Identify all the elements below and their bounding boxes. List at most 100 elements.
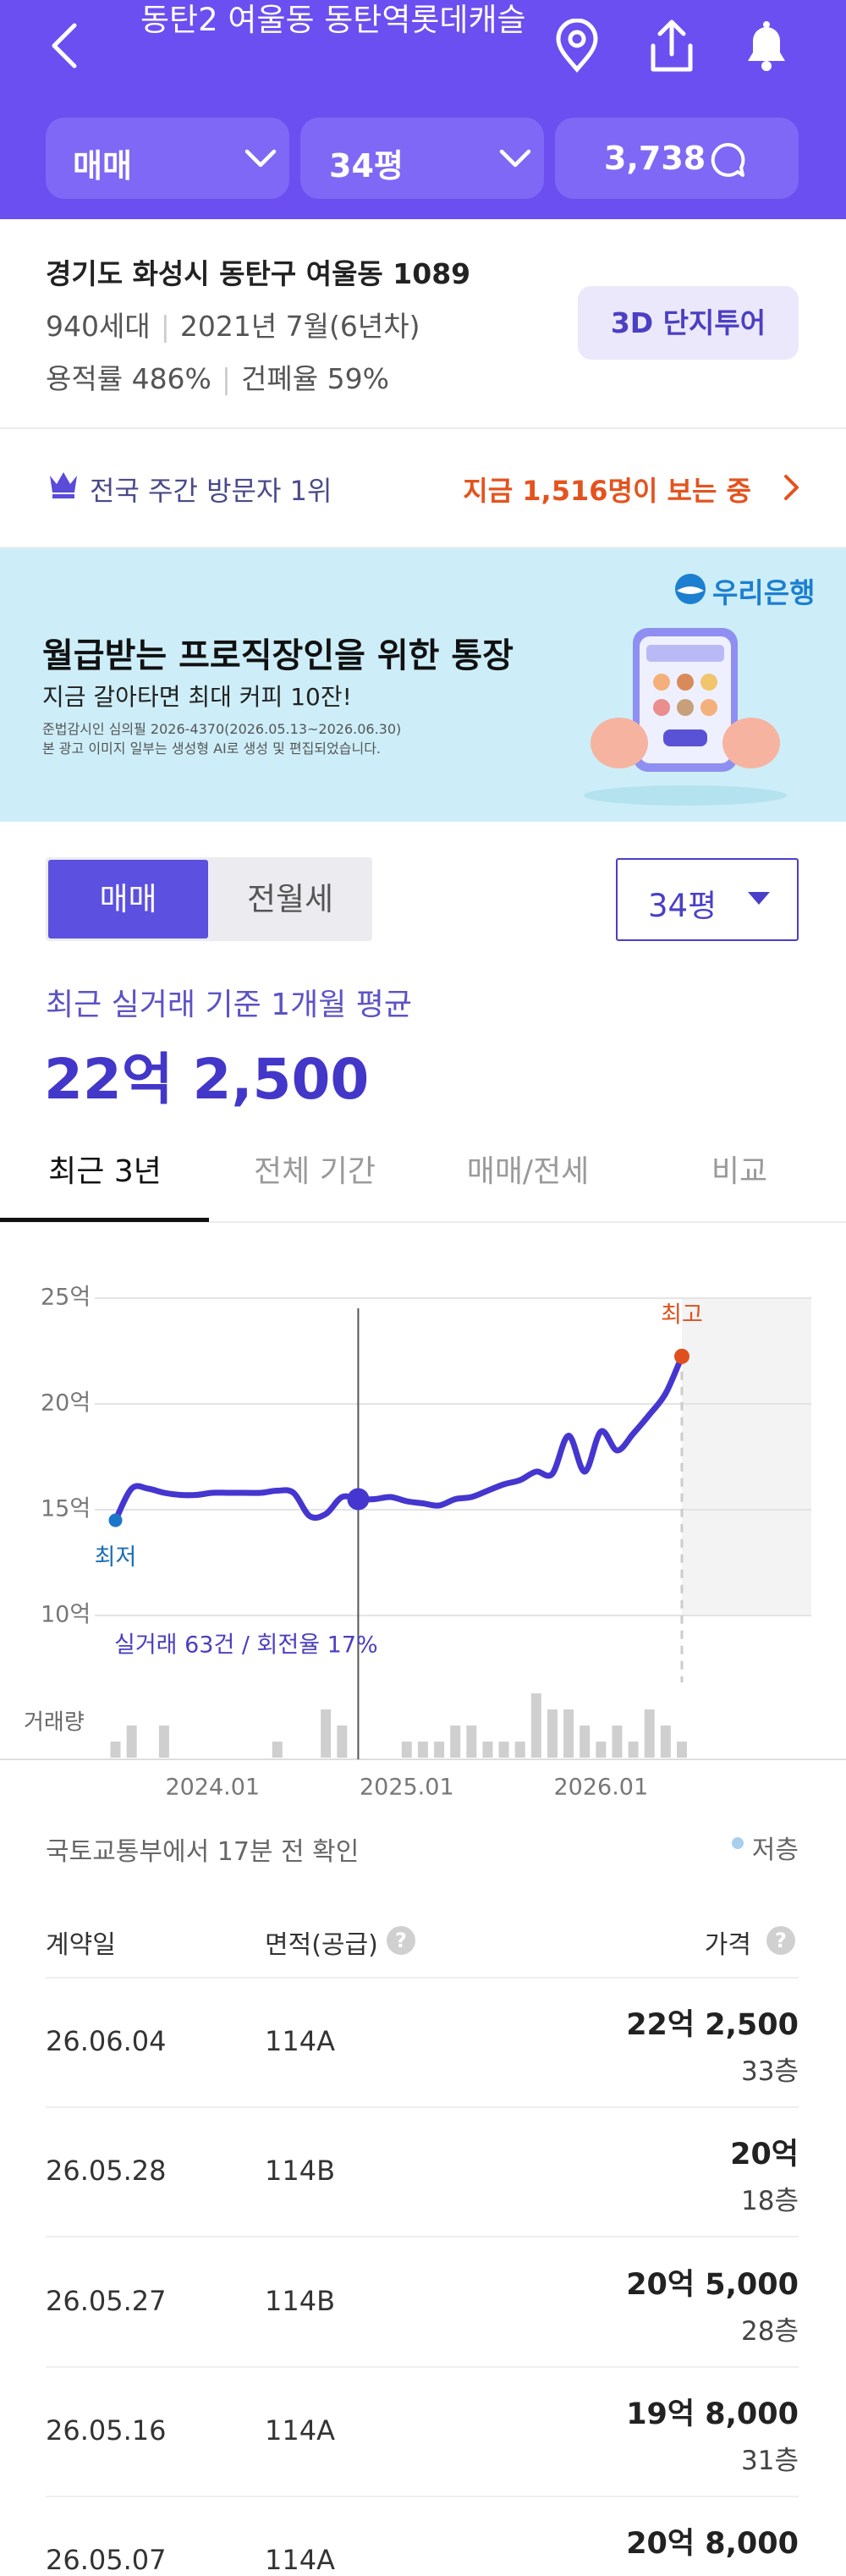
ad-banner[interactable]: 우리은행 월급받는 프로직장인을 위한 통장 지금 갈아타면 최대 커피 10잔… xyxy=(0,548,846,822)
y-tick-label: 10억 xyxy=(41,1602,91,1628)
tab[interactable]: 비교 xyxy=(711,1154,768,1189)
row-divider xyxy=(46,2366,799,2368)
price: 22억 2,500 xyxy=(626,2008,799,2042)
volume-bar xyxy=(126,1726,137,1758)
size-select[interactable]: 34평 xyxy=(616,858,799,941)
volume-bar xyxy=(530,1693,541,1758)
3d-tour-button[interactable]: 3D 단지투어 xyxy=(578,286,799,360)
filter-label: 34평 xyxy=(329,147,404,184)
area: 114A xyxy=(265,2414,335,2447)
volume-bar xyxy=(676,1742,687,1758)
area: 114B xyxy=(265,2285,336,2317)
tabs-divider xyxy=(0,1221,846,1223)
notification-icon[interactable] xyxy=(739,17,794,74)
chevron xyxy=(244,149,277,168)
y-tick-label: 20억 xyxy=(41,1390,91,1417)
location-icon[interactable] xyxy=(552,19,602,74)
column-header: 가격 xyxy=(704,1930,751,1960)
volume-bar xyxy=(644,1709,655,1758)
ad-title: 월급받는 프로직장인을 위한 통장 xyxy=(42,636,514,675)
data-source: 국토교통부에서 17분 전 확인 xyxy=(46,1837,360,1867)
price: 19억 8,000 xyxy=(626,2397,799,2431)
bank-logo xyxy=(675,574,706,604)
volume-bar xyxy=(482,1742,493,1758)
volume-bar xyxy=(158,1726,169,1758)
tab[interactable]: 전체 기간 xyxy=(254,1154,376,1189)
x-tick-label: 2025.01 xyxy=(360,1775,454,1801)
share-icon[interactable] xyxy=(645,17,699,74)
volume-bar xyxy=(660,1726,671,1758)
floor-area-ratio: 용적률 486% xyxy=(46,362,212,395)
legend-low-floor: 저층 xyxy=(751,1836,799,1865)
y-tick-label: 15억 xyxy=(41,1496,91,1522)
volume-bar xyxy=(272,1742,283,1758)
built-year: 2021년 7월(6년차) xyxy=(179,310,420,343)
complex-meta: 940세대 | 2021년 7월(6년차) xyxy=(46,310,420,343)
volume-bar xyxy=(628,1742,639,1758)
trade-type-filter[interactable]: 매매 xyxy=(46,118,289,199)
column-header: 계약일 xyxy=(46,1930,116,1960)
contract-date: 26.05.28 xyxy=(46,2155,167,2187)
toggle-option[interactable]: 전월세 xyxy=(246,881,334,917)
contract-date: 26.05.07 xyxy=(46,2544,167,2576)
max-point xyxy=(673,1348,689,1364)
volume-bar xyxy=(321,1709,332,1758)
help-icon[interactable]: ? xyxy=(385,1924,417,1957)
floor: 31층 xyxy=(741,2446,799,2476)
comment-count: 3,738 xyxy=(604,140,706,177)
divider xyxy=(0,547,846,548)
tab-indicator xyxy=(0,1218,209,1222)
highlight-point xyxy=(347,1488,370,1511)
volume-bar xyxy=(434,1742,445,1758)
row-divider xyxy=(46,2496,799,2497)
crown-icon xyxy=(50,472,77,498)
comments-button[interactable]: 3,738 xyxy=(555,118,799,199)
area: 114A xyxy=(265,2025,335,2057)
contract-date: 26.05.16 xyxy=(46,2414,167,2447)
tab-active[interactable]: 최근 3년 xyxy=(48,1154,162,1189)
column-header: 면적(공급) xyxy=(265,1930,378,1960)
row-divider xyxy=(46,2236,799,2237)
volume-bar xyxy=(612,1726,623,1758)
comment-icon xyxy=(711,142,745,177)
floor: 28층 xyxy=(741,2316,799,2347)
contract-date: 26.05.27 xyxy=(46,2285,167,2317)
volume-bar xyxy=(563,1709,574,1758)
volume-bar xyxy=(466,1726,477,1758)
tab[interactable]: 매매/전세 xyxy=(466,1154,590,1189)
price: 20억 5,000 xyxy=(626,2268,799,2302)
chevron xyxy=(499,149,531,168)
volume-bar xyxy=(110,1742,121,1758)
volume-bar xyxy=(337,1726,348,1758)
households: 940세대 xyxy=(46,310,151,343)
min-point xyxy=(108,1513,123,1527)
header: 동탄2 여울동 동탄역롯데캐슬 매매 34평 3,738 xyxy=(0,0,846,219)
max-label: 최고 xyxy=(661,1302,703,1328)
price-chart: 10억 15억 20억 25억 2024.01 2025.01 2026.01 거래량 최저 최고… xyxy=(0,1285,846,1801)
toggle-option-active[interactable]: 매매 xyxy=(48,860,208,938)
ad-note: 본 광고 이미지 일부는 생성형 AI로 생성 및 편집되었습니다. xyxy=(42,740,381,757)
bank-name: 우리은행 xyxy=(712,576,816,609)
price: 20억 xyxy=(730,2138,799,2171)
volume-bar xyxy=(580,1726,591,1758)
live-viewers[interactable]: 지금 1,516명이 보는 중 xyxy=(463,475,751,507)
floor: 18층 xyxy=(741,2186,799,2216)
ad-subtitle: 지금 갈아타면 최대 커피 10잔! xyxy=(42,683,352,711)
svg-text:?: ? xyxy=(395,1929,407,1952)
help-icon[interactable]: ? xyxy=(765,1924,797,1957)
price: 20억 8,000 xyxy=(626,2527,799,2561)
volume-bar xyxy=(401,1742,412,1758)
chevron xyxy=(784,475,799,500)
price-caption: 최근 실거래 기준 1개월 평균 xyxy=(46,988,412,1022)
back-button[interactable] xyxy=(44,20,86,71)
volume-bar xyxy=(596,1742,607,1758)
volume-bar xyxy=(547,1709,558,1758)
visitor-rank: 전국 주간 방문자 1위 xyxy=(90,475,332,507)
address: 경기도 화성시 동탄구 여울동 1089 xyxy=(46,257,471,290)
dropdown-arrow xyxy=(748,892,770,905)
size-filter[interactable]: 34평 xyxy=(300,118,544,199)
volume-bar xyxy=(498,1742,509,1758)
min-label: 최저 xyxy=(95,1544,137,1571)
average-price: 22억 2,500 xyxy=(44,1047,370,1112)
